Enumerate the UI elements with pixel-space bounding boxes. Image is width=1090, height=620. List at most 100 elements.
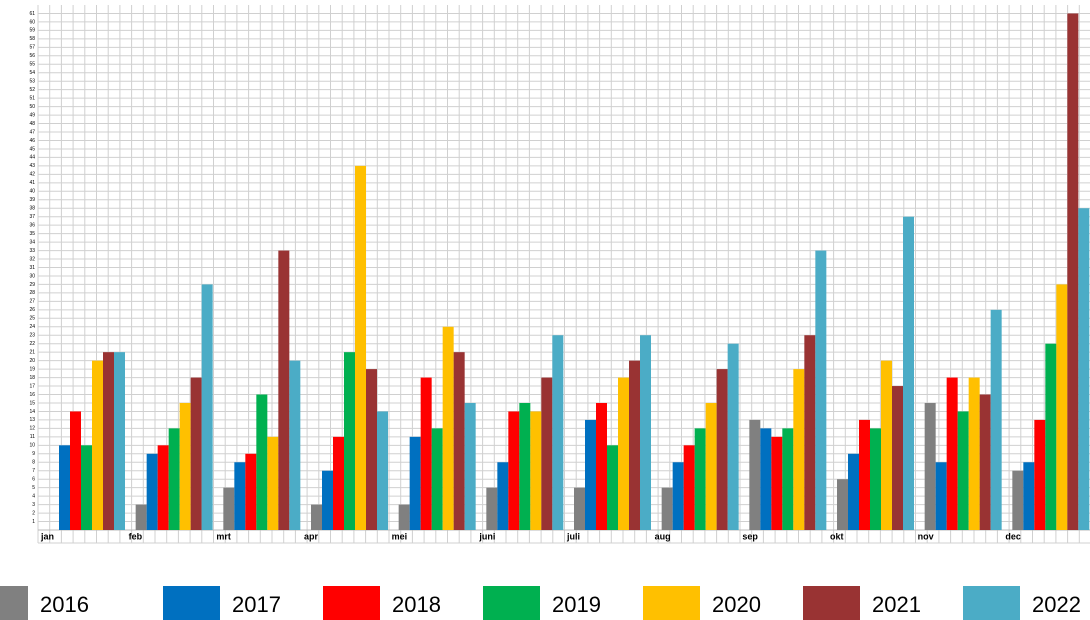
- legend-swatch: [323, 586, 380, 620]
- bar: [683, 445, 695, 530]
- bar: [420, 377, 432, 530]
- legend-swatch: [0, 586, 28, 620]
- bar: [859, 419, 870, 530]
- bar: [881, 360, 892, 530]
- y-tick-label: 9: [32, 451, 35, 457]
- y-tick-label: 14: [29, 409, 35, 415]
- y-tick-label: 35: [29, 231, 35, 237]
- bar: [979, 394, 991, 530]
- legend-label: 2018: [392, 592, 441, 617]
- y-tick-label: 49: [29, 112, 35, 118]
- y-tick-label: 48: [29, 121, 35, 127]
- legend-label: 2021: [872, 592, 921, 617]
- bar: [727, 343, 739, 530]
- y-tick-label: 16: [29, 392, 35, 398]
- bar: [245, 453, 257, 530]
- y-tick-label: 36: [29, 222, 35, 228]
- bar: [59, 445, 70, 530]
- bar: [574, 487, 585, 530]
- bar: [804, 335, 816, 530]
- bar: [541, 377, 553, 530]
- bar: [70, 411, 81, 530]
- bar: [157, 445, 169, 530]
- bar: [552, 335, 564, 530]
- bar: [618, 377, 629, 530]
- bar: [201, 284, 213, 530]
- bar: [398, 504, 410, 530]
- bar: [278, 250, 290, 530]
- y-tick-label: 42: [29, 172, 35, 178]
- y-tick-label: 15: [29, 400, 35, 406]
- x-tick-label: jan: [40, 531, 54, 541]
- legend-swatch: [963, 586, 1020, 620]
- y-tick-label: 51: [29, 95, 35, 101]
- y-tick-label: 10: [29, 443, 35, 449]
- y-tick-label: 59: [29, 28, 35, 34]
- bar: [508, 411, 520, 530]
- y-tick-label: 1: [32, 519, 35, 525]
- bar: [848, 453, 859, 530]
- bar: [793, 369, 805, 530]
- x-tick-label: mrt: [216, 531, 231, 541]
- x-tick-label: aug: [655, 531, 671, 541]
- bar: [694, 428, 706, 530]
- legend-swatch: [803, 586, 860, 620]
- legend-label: 2022: [1032, 592, 1081, 617]
- x-tick-label: juli: [566, 531, 580, 541]
- y-tick-label: 52: [29, 87, 35, 93]
- y-tick-label: 31: [29, 265, 35, 271]
- y-tick-label: 60: [29, 19, 35, 25]
- y-tick-label: 41: [29, 180, 35, 186]
- y-tick-label: 25: [29, 316, 35, 322]
- bar: [168, 428, 180, 530]
- bar: [530, 411, 542, 530]
- bar: [1012, 470, 1024, 530]
- x-tick-label: mei: [392, 531, 408, 541]
- y-tick-label: 13: [29, 417, 35, 423]
- bar: [837, 479, 848, 530]
- legend-swatch: [643, 586, 700, 620]
- y-tick-label: 26: [29, 307, 35, 313]
- y-tick-label: 11: [30, 434, 35, 440]
- bar: [661, 487, 673, 530]
- y-tick-label: 27: [29, 299, 35, 305]
- y-tick-label: 5: [32, 485, 35, 491]
- bar: [114, 352, 125, 530]
- bar: [935, 462, 947, 530]
- bar: [749, 419, 761, 530]
- x-tick-label: okt: [830, 531, 844, 541]
- bar: [815, 250, 827, 530]
- y-tick-label: 19: [29, 366, 35, 372]
- y-tick-label: 2: [32, 510, 35, 516]
- bar: [903, 216, 914, 530]
- bar: [1067, 13, 1079, 531]
- bar: [607, 445, 618, 530]
- y-tick-label: 40: [29, 189, 35, 195]
- bar: [672, 462, 684, 530]
- bar: [1034, 419, 1046, 530]
- bar: [234, 462, 246, 530]
- bar: [486, 487, 498, 530]
- bar: [366, 369, 377, 530]
- y-tick-label: 56: [29, 53, 35, 59]
- legend-label: 2016: [40, 592, 89, 617]
- bar: [179, 402, 191, 530]
- bar: [892, 386, 903, 530]
- bar: [464, 402, 476, 530]
- bar: [497, 462, 509, 530]
- y-tick-label: 24: [29, 324, 35, 330]
- y-tick-label: 20: [29, 358, 35, 364]
- y-tick-label: 45: [29, 146, 35, 152]
- y-tick-label: 58: [29, 36, 35, 42]
- bar: [771, 436, 783, 530]
- y-tick-label: 23: [29, 333, 35, 339]
- bar: [705, 402, 717, 530]
- bar: [81, 445, 92, 530]
- y-tick-label: 38: [29, 206, 35, 212]
- bar: [92, 360, 103, 530]
- bar: [1078, 208, 1090, 530]
- y-tick-label: 17: [29, 383, 35, 389]
- legend-swatch: [483, 586, 540, 620]
- bar: [968, 377, 980, 530]
- bar: [629, 360, 640, 530]
